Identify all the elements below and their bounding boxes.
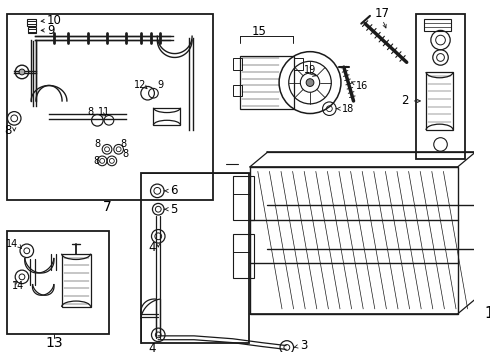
Text: 8: 8 xyxy=(93,156,99,166)
Bar xyxy=(241,55,294,109)
Text: 9: 9 xyxy=(47,24,54,37)
Bar xyxy=(294,58,303,70)
Text: 12: 12 xyxy=(134,80,146,90)
Bar xyxy=(7,231,109,334)
Text: 1: 1 xyxy=(484,306,490,321)
Bar xyxy=(426,72,453,130)
Text: 14: 14 xyxy=(6,239,18,249)
Text: 4: 4 xyxy=(148,242,156,255)
Bar xyxy=(153,108,180,125)
Text: 4: 4 xyxy=(148,342,156,355)
Text: 6: 6 xyxy=(170,184,177,197)
Bar xyxy=(233,234,254,278)
Bar xyxy=(424,19,451,31)
Text: 9: 9 xyxy=(157,80,163,90)
Text: 19: 19 xyxy=(304,65,317,75)
Text: 10: 10 xyxy=(47,14,62,27)
Bar xyxy=(62,254,91,307)
Text: 11: 11 xyxy=(98,107,110,117)
Bar xyxy=(233,58,243,70)
Text: 7: 7 xyxy=(102,200,111,214)
Circle shape xyxy=(19,69,25,75)
Circle shape xyxy=(306,79,314,86)
Bar xyxy=(141,174,249,343)
Text: 8: 8 xyxy=(4,125,11,138)
Bar xyxy=(250,167,458,314)
Text: 5: 5 xyxy=(170,203,177,216)
Text: 8: 8 xyxy=(121,139,126,149)
Text: 17: 17 xyxy=(375,8,390,21)
Text: 8: 8 xyxy=(88,107,94,117)
Text: 2: 2 xyxy=(401,94,409,107)
Text: 18: 18 xyxy=(342,104,354,114)
Bar xyxy=(28,27,36,33)
Bar xyxy=(233,85,243,96)
Bar xyxy=(233,176,254,220)
Text: 3: 3 xyxy=(300,339,308,352)
Text: 8: 8 xyxy=(122,149,128,159)
Text: 16: 16 xyxy=(356,81,368,91)
Text: 8: 8 xyxy=(94,139,100,149)
Text: 15: 15 xyxy=(252,25,267,38)
Bar xyxy=(7,14,213,199)
Bar xyxy=(416,14,465,159)
Text: 13: 13 xyxy=(45,336,63,350)
Bar xyxy=(27,19,36,26)
Text: 14: 14 xyxy=(12,280,24,291)
